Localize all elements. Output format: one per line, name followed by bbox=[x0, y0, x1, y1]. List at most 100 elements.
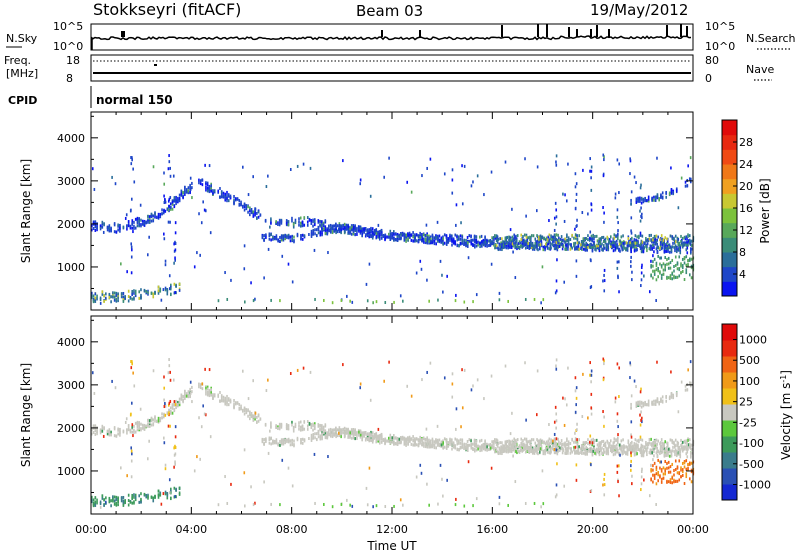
power-cell bbox=[680, 271, 682, 274]
power-cell bbox=[250, 281, 252, 284]
power-cell bbox=[455, 224, 457, 227]
power-cell bbox=[252, 175, 254, 178]
power-cell bbox=[184, 186, 186, 189]
power-cell bbox=[649, 247, 651, 250]
velocity-cell bbox=[307, 428, 309, 431]
velocity-cell bbox=[594, 449, 596, 452]
velocity-cell bbox=[302, 438, 304, 441]
velocity-cell bbox=[622, 452, 624, 455]
power-cell bbox=[303, 216, 305, 219]
velocity-cell bbox=[656, 466, 658, 469]
velocity-cell bbox=[594, 439, 596, 442]
velocity-cell bbox=[103, 504, 105, 507]
power-cell bbox=[646, 249, 648, 252]
velocity-cell bbox=[672, 446, 674, 449]
velocity-cell bbox=[554, 438, 556, 441]
power-cell bbox=[161, 208, 163, 211]
power-cell bbox=[395, 238, 397, 241]
power-cell bbox=[614, 247, 616, 250]
power-cell bbox=[138, 220, 140, 223]
power-cell bbox=[671, 273, 673, 276]
power-cell bbox=[617, 261, 619, 264]
power-cell bbox=[132, 230, 134, 233]
power-cell bbox=[576, 193, 578, 196]
power-cell bbox=[142, 220, 144, 223]
velocity-cell bbox=[616, 444, 618, 447]
velocity-cell bbox=[558, 443, 560, 446]
velocity-cell bbox=[302, 424, 304, 427]
power-cell bbox=[540, 301, 542, 304]
power-cell bbox=[469, 234, 471, 237]
velocity-cell bbox=[556, 442, 558, 445]
velocity-cell bbox=[471, 446, 473, 449]
power-cell bbox=[340, 231, 342, 234]
power-cell bbox=[238, 204, 240, 207]
power-cell bbox=[484, 235, 486, 238]
power-cell bbox=[416, 233, 418, 236]
power-cell bbox=[586, 249, 588, 252]
velocity-cell bbox=[587, 450, 589, 453]
power-cell bbox=[651, 199, 653, 202]
power-cell bbox=[344, 230, 346, 233]
power-colorbar-swatch bbox=[722, 193, 737, 208]
power-cell bbox=[120, 262, 122, 265]
power-cell bbox=[188, 189, 190, 192]
power-cell bbox=[210, 231, 212, 234]
velocity-cell bbox=[654, 477, 656, 480]
velocity-cell bbox=[606, 440, 608, 443]
velocity-cell bbox=[582, 447, 584, 450]
power-cell bbox=[258, 210, 260, 213]
velocity-cell bbox=[453, 443, 455, 446]
power-cell bbox=[598, 242, 600, 245]
power-cell bbox=[337, 224, 339, 227]
velocity-cell bbox=[186, 395, 188, 398]
velocity-cell bbox=[152, 499, 154, 502]
velocity-cell bbox=[246, 411, 248, 414]
velocity-cell bbox=[519, 444, 521, 447]
power-cell bbox=[604, 269, 606, 272]
power-cell bbox=[207, 184, 209, 187]
power-cell bbox=[567, 163, 569, 166]
power-cell bbox=[580, 247, 582, 250]
velocity-cell bbox=[100, 501, 102, 504]
velocity-cell bbox=[312, 437, 314, 440]
power-cell bbox=[247, 205, 249, 208]
velocity-cell bbox=[238, 408, 240, 411]
power-cell bbox=[541, 235, 543, 238]
power-cell bbox=[615, 243, 617, 246]
velocity-cell bbox=[290, 440, 292, 443]
power-cell bbox=[397, 239, 399, 242]
velocity-cell bbox=[552, 444, 554, 447]
velocity-cell bbox=[144, 493, 146, 496]
power-cell bbox=[515, 246, 517, 249]
power-cell bbox=[423, 233, 425, 236]
power-cell bbox=[659, 238, 661, 241]
power-cell bbox=[321, 231, 323, 234]
power-cell bbox=[363, 228, 365, 231]
velocity-cell bbox=[432, 442, 434, 445]
velocity-cell bbox=[545, 442, 547, 445]
velocity-cell bbox=[614, 451, 616, 454]
power-cell bbox=[268, 248, 270, 251]
power-cell bbox=[585, 242, 587, 245]
power-cell bbox=[638, 235, 640, 238]
nsky-spike bbox=[608, 29, 610, 37]
velocity-cell bbox=[669, 455, 671, 458]
velocity-cell bbox=[349, 435, 351, 438]
velocity-cell bbox=[671, 477, 673, 480]
velocity-cell bbox=[687, 463, 689, 466]
power-cell bbox=[174, 291, 176, 294]
velocity-cell bbox=[119, 431, 121, 434]
velocity-cell bbox=[566, 443, 568, 446]
power-cell bbox=[566, 239, 568, 242]
power-cell bbox=[316, 234, 318, 237]
power-cell bbox=[675, 264, 677, 267]
power-cell bbox=[631, 242, 633, 245]
power-cell bbox=[463, 241, 465, 244]
velocity-cell bbox=[112, 495, 114, 498]
power-cell bbox=[488, 244, 490, 247]
power-cell bbox=[640, 232, 642, 235]
velocity-cell bbox=[344, 434, 346, 437]
power-cell bbox=[555, 164, 557, 167]
velocity-cell bbox=[291, 423, 293, 426]
